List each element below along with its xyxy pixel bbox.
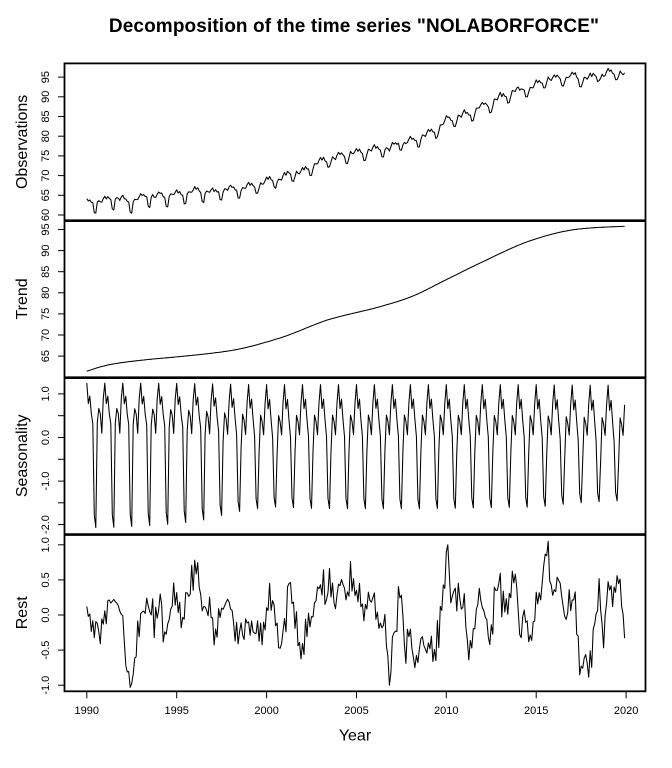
svg-text:Seasonality: Seasonality [14, 414, 31, 497]
svg-text:1.0: 1.0 [40, 537, 52, 552]
svg-text:-2.0: -2.0 [40, 515, 52, 534]
svg-text:-0.5: -0.5 [40, 641, 52, 660]
svg-text:60: 60 [40, 209, 52, 221]
svg-text:1.0: 1.0 [40, 386, 52, 401]
svg-text:75: 75 [40, 150, 52, 162]
svg-text:85: 85 [40, 266, 52, 278]
svg-text:0.0: 0.0 [40, 607, 52, 622]
svg-text:Observations: Observations [14, 95, 31, 189]
svg-text:Rest: Rest [14, 596, 31, 629]
svg-text:Decomposition of the time seri: Decomposition of the time series "NOLABO… [109, 16, 599, 37]
svg-text:75: 75 [40, 308, 52, 320]
svg-text:-1.0: -1.0 [40, 472, 52, 491]
svg-text:70: 70 [40, 329, 52, 341]
svg-text:80: 80 [40, 287, 52, 299]
svg-text:Trend: Trend [14, 278, 31, 319]
svg-text:2020: 2020 [614, 705, 638, 717]
svg-text:-1.0: -1.0 [40, 676, 52, 695]
svg-text:0.5: 0.5 [40, 572, 52, 587]
svg-text:2005: 2005 [344, 705, 368, 717]
svg-text:90: 90 [40, 91, 52, 103]
svg-text:1995: 1995 [164, 705, 188, 717]
svg-text:Year: Year [339, 728, 372, 745]
svg-text:85: 85 [40, 110, 52, 122]
svg-text:65: 65 [40, 350, 52, 362]
svg-text:2000: 2000 [254, 705, 278, 717]
svg-text:1990: 1990 [75, 705, 99, 717]
svg-text:80: 80 [40, 130, 52, 142]
svg-text:90: 90 [40, 244, 52, 256]
svg-text:95: 95 [40, 223, 52, 235]
svg-text:95: 95 [40, 71, 52, 83]
svg-text:2010: 2010 [434, 705, 458, 717]
svg-text:65: 65 [40, 189, 52, 201]
svg-text:70: 70 [40, 169, 52, 181]
svg-text:0.0: 0.0 [40, 430, 52, 445]
svg-text:2015: 2015 [524, 705, 548, 717]
